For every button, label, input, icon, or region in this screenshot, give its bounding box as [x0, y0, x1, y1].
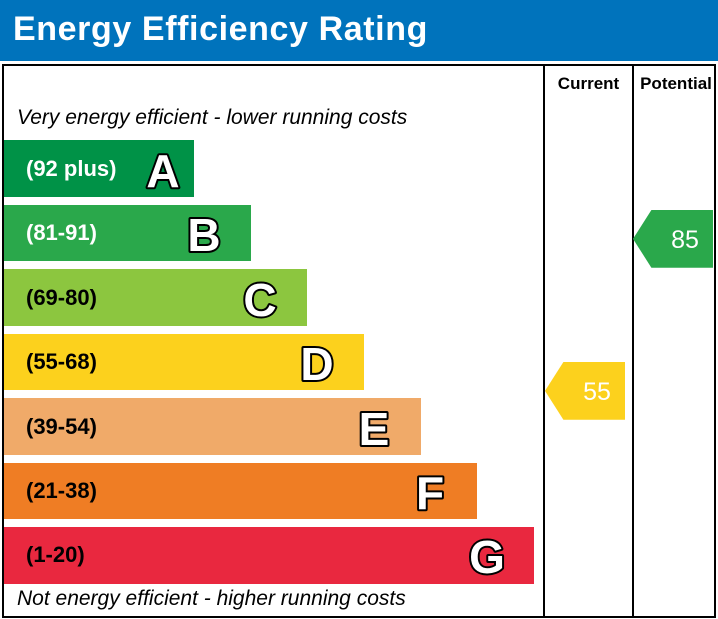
svg-text:F: F — [416, 467, 444, 519]
svg-text:85: 85 — [671, 225, 699, 253]
svg-text:G: G — [469, 531, 505, 583]
svg-text:D: D — [300, 338, 333, 390]
svg-text:55: 55 — [583, 378, 611, 406]
svg-text:B: B — [187, 209, 220, 261]
svg-text:E: E — [358, 403, 389, 455]
svg-text:A: A — [146, 145, 179, 197]
svg-text:C: C — [244, 274, 277, 326]
